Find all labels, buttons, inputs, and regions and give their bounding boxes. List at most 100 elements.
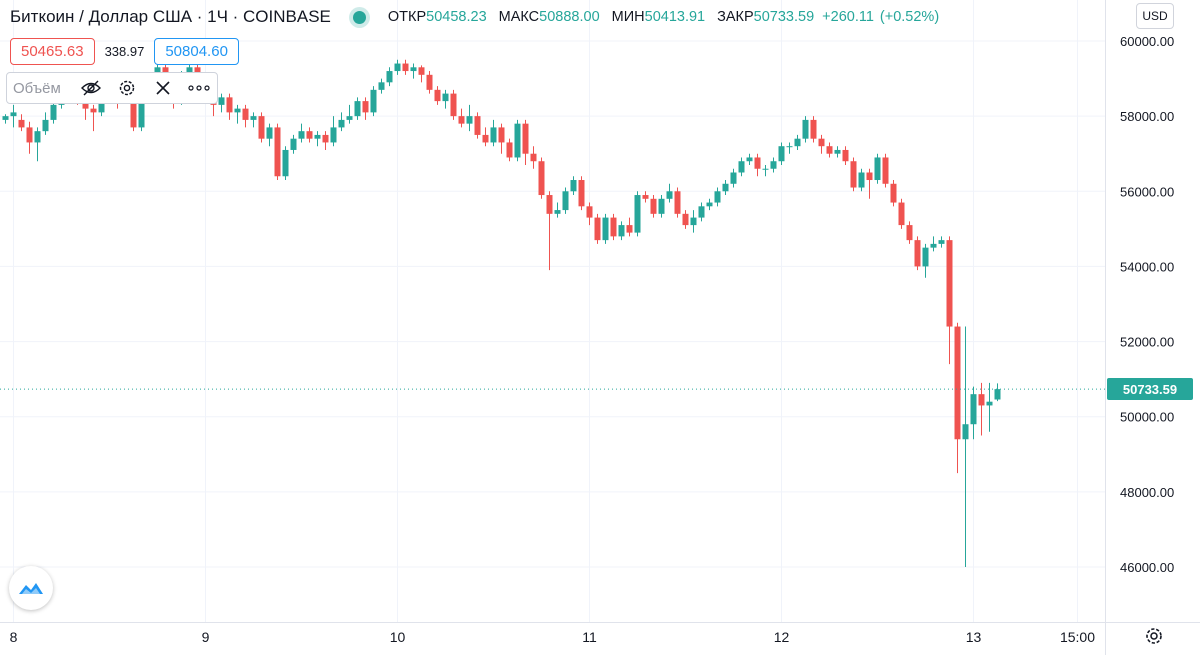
candle-body — [274, 127, 281, 177]
candle-body — [626, 225, 633, 233]
candle-body — [810, 119, 817, 139]
candle-body — [490, 127, 497, 143]
high-label: МАКС — [498, 9, 540, 25]
candle-body — [234, 108, 241, 113]
grid-lines — [0, 0, 1105, 622]
candle-body — [930, 243, 937, 248]
buy-button[interactable]: 50804.60 — [154, 38, 239, 65]
last-price-label: 50733.59 — [1107, 378, 1193, 401]
y-tick-label: 48000.00 — [1120, 485, 1174, 500]
candle-body — [986, 401, 993, 406]
candle-body — [370, 89, 377, 113]
candle-body — [226, 97, 233, 113]
candle-body — [770, 161, 777, 169]
candle-body — [666, 191, 673, 199]
more-icon[interactable] — [181, 73, 217, 103]
candle-body — [482, 134, 489, 143]
hide-eye-icon[interactable] — [73, 73, 109, 103]
candle-body — [378, 82, 385, 90]
x-tick-label: 15:00 — [1060, 629, 1095, 645]
high-value: 50888.00 — [539, 9, 600, 25]
candle-body — [882, 157, 889, 184]
chart-settings-gear-icon[interactable] — [1142, 624, 1166, 648]
candle-body — [826, 146, 833, 154]
x-tick-label: 9 — [202, 629, 210, 645]
sell-button[interactable]: 50465.63 — [10, 38, 95, 65]
volume-label[interactable]: Объём — [13, 79, 61, 97]
symbol-title[interactable]: Биткоин / Доллар США · 1Ч · COINBASE — [10, 7, 331, 26]
candle-body — [130, 97, 137, 128]
candle-body — [218, 97, 225, 105]
candle-body — [338, 119, 345, 128]
y-tick-label: 52000.00 — [1120, 335, 1174, 350]
candle-body — [258, 116, 265, 139]
close-icon[interactable] — [145, 73, 181, 103]
candle-body — [866, 172, 873, 181]
candle-body — [474, 116, 481, 135]
candle-body — [138, 93, 145, 128]
candle-body — [450, 93, 457, 117]
candle-body — [34, 131, 41, 143]
candle-body — [266, 127, 273, 139]
close-label: ЗАКР — [717, 9, 754, 25]
candle-body — [314, 134, 321, 139]
candle-body — [922, 247, 929, 267]
candle-body — [778, 146, 785, 162]
candle-body — [498, 127, 505, 143]
candle-body — [746, 157, 753, 162]
candle-body — [522, 123, 529, 154]
candle-body — [762, 168, 769, 170]
candle-body — [554, 210, 561, 214]
close-value: 50733.59 — [753, 9, 815, 25]
candle-body — [18, 119, 25, 128]
spread-value: 338.97 — [104, 44, 145, 59]
y-tick-label: 54000.00 — [1120, 259, 1174, 274]
candle-body — [898, 202, 905, 226]
x-tick-label: 12 — [774, 629, 790, 645]
market-status-icon — [352, 10, 366, 24]
candle-body — [738, 161, 745, 173]
y-tick-label: 50000.00 — [1120, 410, 1174, 425]
y-tick-label: 46000.00 — [1120, 560, 1174, 575]
candle-body — [802, 119, 809, 139]
candle-body — [434, 89, 441, 102]
candle-body — [346, 116, 353, 120]
candles — [0, 59, 1105, 567]
candle-body — [242, 108, 249, 120]
candle-body — [330, 127, 337, 143]
candle-body — [426, 74, 433, 90]
candle-body — [634, 195, 641, 233]
candle-body — [298, 131, 305, 139]
candle-body — [570, 180, 577, 192]
candle-body — [698, 206, 705, 218]
settings-gear-icon[interactable] — [109, 73, 145, 103]
candle-body — [530, 153, 537, 162]
candle-body — [442, 93, 449, 102]
candle-body — [834, 149, 841, 154]
low-label: МИН — [611, 9, 645, 25]
candle-body — [410, 67, 417, 72]
open-label: ОТКР — [387, 9, 427, 25]
candle-body — [50, 104, 57, 120]
tradingview-logo-icon[interactable] — [9, 566, 53, 610]
candle-body — [914, 240, 921, 267]
candle-body — [306, 131, 313, 139]
candle-body — [946, 240, 953, 327]
candle-body — [906, 225, 913, 241]
candle-body — [618, 225, 625, 237]
candle-body — [938, 240, 945, 244]
currency-button[interactable]: USD — [1136, 3, 1174, 29]
x-tick-label: 8 — [10, 629, 18, 645]
candle-body — [818, 138, 825, 147]
candle-body — [506, 142, 513, 158]
candle-body — [386, 71, 393, 83]
candle-body — [962, 424, 969, 440]
candle-body — [874, 157, 881, 181]
candle-body — [2, 116, 9, 120]
candle-body — [26, 127, 33, 143]
low-value: 50413.91 — [644, 9, 706, 25]
candle-body — [682, 213, 689, 226]
candle-body — [466, 116, 473, 124]
candle-body — [722, 183, 729, 192]
